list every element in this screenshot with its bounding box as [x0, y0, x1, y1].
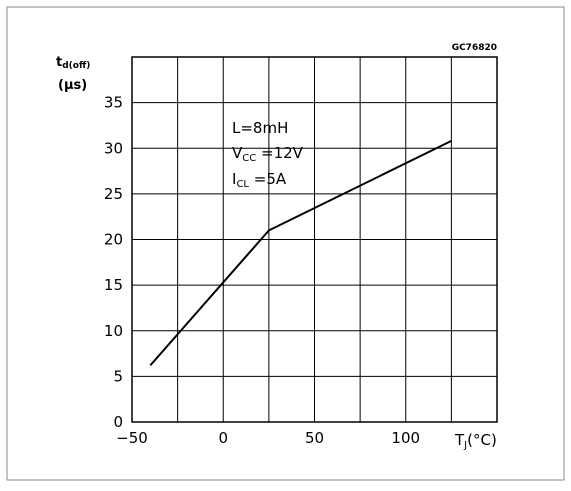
- x-axis-label: TJ(°C): [454, 431, 497, 451]
- y-tick-label: 0: [113, 413, 123, 431]
- y-tick-label: 35: [104, 94, 123, 112]
- figure-code: GC76820: [452, 43, 497, 53]
- y-axis-label: td(off): [56, 55, 90, 71]
- annotation-inductance: L=8mH: [232, 119, 288, 137]
- series-layer: [149, 140, 452, 367]
- y-axis-label-sub: d(off): [62, 61, 90, 71]
- y-tick-label: 20: [104, 231, 123, 249]
- annotation-icl-sub: CL: [236, 179, 249, 190]
- x-tick-label: 50: [305, 429, 324, 447]
- y-tick-label: 5: [113, 367, 123, 385]
- x-axis-label-main: T: [454, 431, 465, 449]
- annotation-icl-value: =5A: [249, 170, 287, 188]
- x-axis-label-unit: (°C): [467, 431, 497, 449]
- grid-lines: [132, 57, 497, 422]
- y-axis-unit: (μs): [58, 78, 87, 93]
- y-tick-label: 15: [104, 276, 123, 294]
- y-tick-label: 25: [104, 185, 123, 203]
- annotation-icl-main: I: [232, 170, 236, 188]
- x-tick-label: 100: [391, 429, 420, 447]
- annotation-vcc-value: =12V: [256, 144, 303, 162]
- annotation-vcc: VCC =12V: [232, 144, 304, 164]
- y-tick-label: 10: [104, 322, 123, 340]
- annotation-block: L=8mH VCC =12V ICL =5A: [232, 119, 304, 190]
- y-tick-label: 30: [104, 139, 123, 157]
- x-tick-label: 0: [218, 429, 228, 447]
- y-axis-label-main: t: [56, 55, 62, 70]
- x-axis-label-sub: J: [463, 440, 467, 451]
- outer-frame: [6, 6, 565, 481]
- annotation-icl: ICL =5A: [232, 170, 287, 190]
- plot-frame: [131, 56, 498, 423]
- annotation-vcc-sub: CC: [242, 153, 256, 164]
- annotation-vcc-main: V: [232, 144, 243, 162]
- x-tick-label: −50: [116, 429, 148, 447]
- series-line: [149, 140, 452, 367]
